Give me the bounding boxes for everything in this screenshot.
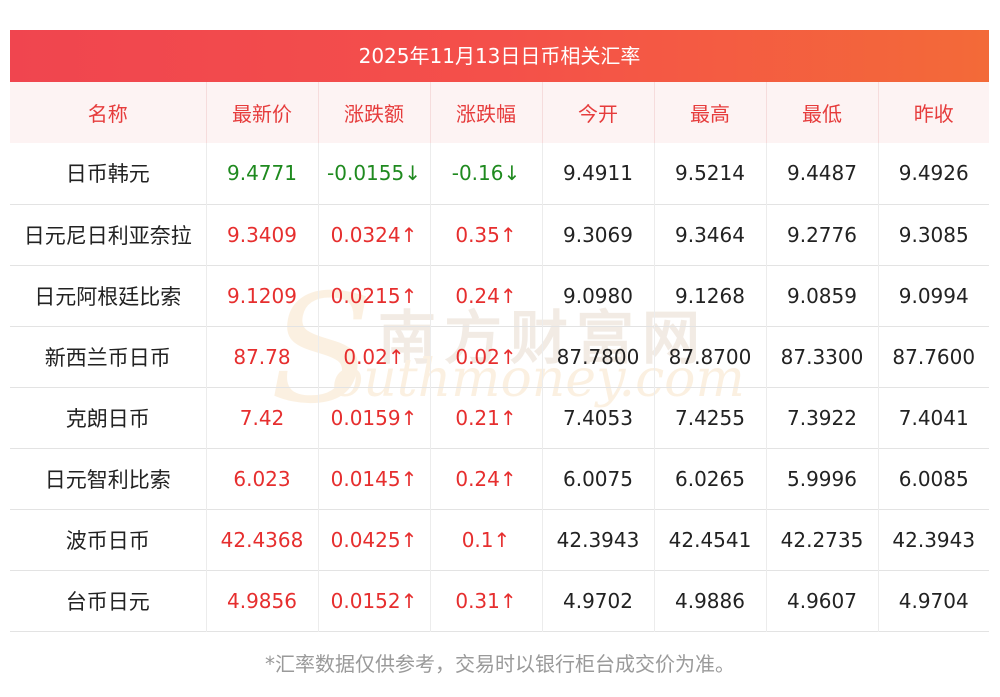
cell-name: 日元阿根廷比索 — [10, 265, 207, 326]
header-change-pct: 涨跌幅 — [430, 82, 543, 143]
cell-change-pct: 0.02↑ — [430, 326, 543, 387]
cell-low: 9.2776 — [766, 204, 879, 265]
cell-change: 0.02↑ — [318, 326, 431, 387]
cell-low: 42.2735 — [766, 509, 879, 570]
cell-name: 日元尼日利亚奈拉 — [10, 204, 207, 265]
cell-open: 87.7800 — [542, 326, 655, 387]
cell-high: 9.3464 — [654, 204, 767, 265]
cell-high: 9.1268 — [654, 265, 767, 326]
cell-change: 0.0324↑ — [318, 204, 431, 265]
cell-high: 7.4255 — [654, 387, 767, 448]
cell-change: 0.0425↑ — [318, 509, 431, 570]
cell-change-pct: 0.24↑ — [430, 265, 543, 326]
cell-open: 42.3943 — [542, 509, 655, 570]
header-high: 最高 — [654, 82, 767, 143]
cell-prev-close: 42.3943 — [892, 527, 976, 552]
cell-prev-close: 87.7600 — [892, 344, 976, 369]
cell-prev-close: 9.0994 — [898, 283, 969, 308]
cell-change-pct: -0.16↓ — [430, 143, 543, 204]
cell-latest: 6.023 — [206, 448, 319, 509]
table-row: 台币日元 4.9856 0.0152↑ 0.31↑ 4.9702 4.9886 4.9607… — [10, 570, 989, 631]
header-name: 名称 — [10, 82, 207, 143]
cell-change: 0.0145↑ — [318, 448, 431, 509]
cell-high: 4.9886 — [654, 570, 767, 631]
cell-low: 4.9607 — [766, 570, 879, 631]
cell-low: 9.0859 — [766, 265, 879, 326]
table-row: 日元智利比索 6.023 0.0145↑ 0.24↑ 6.0075 6.0265 5.999… — [10, 448, 989, 509]
cell-prev-close: 6.0085 — [898, 466, 969, 491]
header-latest: 最新价 — [206, 82, 319, 143]
footnote: *汇率数据仅供参考，交易时以银行柜台成交价为准。 — [265, 652, 735, 676]
cell-name: 新西兰币日币 — [10, 326, 207, 387]
table-row: 新西兰币日币 87.78 0.02↑ 0.02↑ 87.7800 87.8700 87.33… — [10, 326, 989, 387]
cell-open: 9.3069 — [542, 204, 655, 265]
table-row: 日元尼日利亚奈拉 9.3409 0.0324↑ 0.35↑ 9.3069 9.3464 9.… — [10, 204, 989, 265]
header-prev-close: 昨收 — [913, 102, 954, 126]
cell-open: 7.4053 — [542, 387, 655, 448]
table-row: 日币韩元 9.4771 -0.0155↓ -0.16↓ 9.4911 9.5214 9.44… — [10, 143, 989, 204]
cell-change: -0.0155↓ — [318, 143, 431, 204]
cell-latest: 4.9856 — [206, 570, 319, 631]
cell-name: 日币韩元 — [10, 143, 207, 204]
cell-prev-close: 4.9704 — [898, 588, 969, 613]
cell-latest: 87.78 — [206, 326, 319, 387]
cell-prev-close: 7.4041 — [898, 405, 969, 430]
cell-open: 6.0075 — [542, 448, 655, 509]
cell-change: 0.0159↑ — [318, 387, 431, 448]
cell-high: 42.4541 — [654, 509, 767, 570]
cell-prev-close: 9.3085 — [898, 222, 969, 247]
cell-name: 台币日元 — [10, 570, 207, 631]
cell-change-pct: 0.31↑ — [430, 570, 543, 631]
cell-high: 9.5214 — [654, 143, 767, 204]
cell-name: 波币日币 — [10, 509, 207, 570]
table-row: 波币日币 42.4368 0.0425↑ 0.1↑ 42.3943 42.4541 42.2… — [10, 509, 989, 570]
cell-change-pct: 0.1↑ — [430, 509, 543, 570]
cell-low: 9.4487 — [766, 143, 879, 204]
cell-open: 9.0980 — [542, 265, 655, 326]
cell-prev-close: 9.4926 — [898, 161, 969, 186]
cell-open: 9.4911 — [542, 143, 655, 204]
cell-change: 0.0152↑ — [318, 570, 431, 631]
cell-high: 6.0265 — [654, 448, 767, 509]
rate-table: 名称 最新价 涨跌额 涨跌幅 今开 最高 最低 昨收 日币韩元 9.4771 -0.… — [10, 82, 989, 632]
table-row: 克朗日币 7.42 0.0159↑ 0.21↑ 7.4053 7.4255 7.3922 7.… — [10, 387, 989, 448]
cell-change-pct: 0.24↑ — [430, 448, 543, 509]
table-row: 日元阿根廷比索 9.1209 0.0215↑ 0.24↑ 9.0980 9.1268 9.0… — [10, 265, 989, 326]
header-change: 涨跌额 — [318, 82, 431, 143]
cell-change: 0.0215↑ — [318, 265, 431, 326]
rate-table-panel: 2025年11月13日日币相关汇率 名称 最新价 涨跌额 涨跌幅 今开 最高 最… — [10, 30, 989, 632]
cell-open: 4.9702 — [542, 570, 655, 631]
cell-latest: 9.1209 — [206, 265, 319, 326]
cell-latest: 9.3409 — [206, 204, 319, 265]
cell-latest: 9.4771 — [206, 143, 319, 204]
cell-name: 克朗日币 — [10, 387, 207, 448]
header-open: 今开 — [542, 82, 655, 143]
table-header-row: 名称 最新价 涨跌额 涨跌幅 今开 最高 最低 昨收 — [10, 82, 989, 143]
cell-low: 5.9996 — [766, 448, 879, 509]
cell-latest: 7.42 — [206, 387, 319, 448]
cell-high: 87.8700 — [654, 326, 767, 387]
cell-change-pct: 0.35↑ — [430, 204, 543, 265]
cell-low: 87.3300 — [766, 326, 879, 387]
cell-change-pct: 0.21↑ — [430, 387, 543, 448]
cell-low: 7.3922 — [766, 387, 879, 448]
cell-latest: 42.4368 — [206, 509, 319, 570]
table-title: 2025年11月13日日币相关汇率 — [10, 30, 989, 82]
header-low: 最低 — [766, 82, 879, 143]
table-body: 日币韩元 9.4771 -0.0155↓ -0.16↓ 9.4911 9.5214 9.44… — [10, 143, 989, 631]
cell-name: 日元智利比索 — [10, 448, 207, 509]
